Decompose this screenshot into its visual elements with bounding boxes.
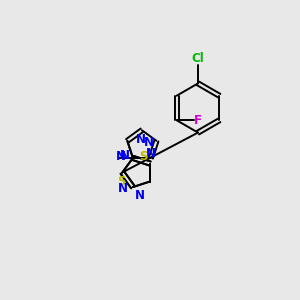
Text: N: N	[116, 150, 126, 163]
Text: N: N	[134, 189, 144, 202]
Text: S: S	[139, 150, 147, 163]
Text: N: N	[143, 136, 153, 149]
Text: S: S	[117, 175, 126, 188]
Text: N: N	[146, 147, 156, 160]
Text: F: F	[194, 114, 202, 127]
Text: Cl: Cl	[192, 52, 204, 65]
Text: N: N	[118, 182, 128, 195]
Text: N: N	[120, 149, 130, 162]
Text: N: N	[135, 133, 146, 146]
